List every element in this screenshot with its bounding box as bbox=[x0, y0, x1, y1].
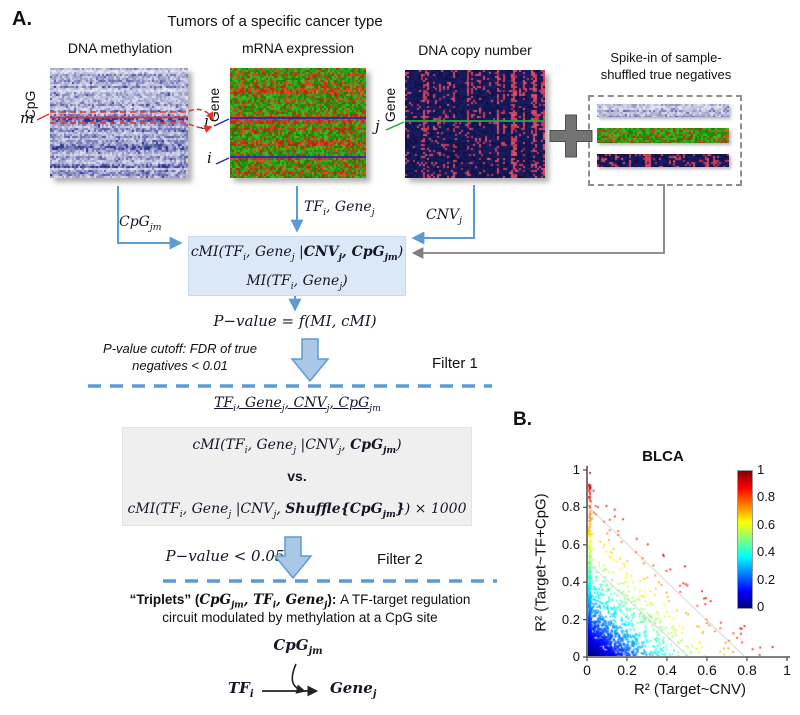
row-label-j-mrna: j bbox=[204, 112, 209, 130]
vs-box-line2: cMI(TFi, Genej |CNVj, Shuffle{CpGjm}) × … bbox=[127, 501, 467, 520]
vs-label: vs. bbox=[287, 468, 307, 485]
panel-a-title: Tumors of a specific cancer type bbox=[167, 13, 383, 30]
y-tick-02: 0.2 bbox=[561, 612, 580, 627]
pvalue-equation: P−value = f(MI, cMI) bbox=[213, 312, 377, 330]
x-tick-04: 0.4 bbox=[657, 662, 677, 678]
cb-tick-1: 1 bbox=[757, 462, 765, 477]
cpg-arrow-label: CpGjm bbox=[119, 214, 162, 233]
triplets-line2: circuit modulated by methylation at a Cp… bbox=[162, 610, 438, 625]
mrna-row-i-connector bbox=[215, 157, 230, 165]
y-tick-04: 0.4 bbox=[561, 574, 580, 589]
row-label-i-mrna: i bbox=[207, 149, 212, 167]
mi-box-line2: MI(TFi, Genej) bbox=[246, 273, 348, 292]
quad-variables: TFi, Genej, CNVj, CpGjm bbox=[214, 395, 381, 414]
filter1-cutoff-line1: P-value cutoff: FDR of true bbox=[103, 341, 257, 356]
filter2-label: Filter 2 bbox=[377, 551, 423, 568]
x-tick-08: 0.8 bbox=[737, 662, 757, 678]
spikein-caption-line2: shuffled true negatives bbox=[600, 67, 732, 82]
cb-tick-08: 0.8 bbox=[757, 489, 776, 504]
filter2-pvalue: P−value < 0.05 bbox=[165, 547, 285, 565]
scatter-title: BLCA bbox=[642, 448, 684, 465]
mi-formula-box: cMI(TFi, Genej |CNVj, CpGjm) MI(TFi, Gen… bbox=[188, 236, 406, 296]
mrna-caption: mRNA expression bbox=[241, 40, 355, 56]
x-tick-0: 0 bbox=[583, 662, 591, 678]
cb-tick-02: 0.2 bbox=[757, 572, 776, 587]
plus-icon bbox=[549, 114, 593, 158]
row-label-m: m bbox=[20, 109, 35, 127]
x-tick-06: 0.6 bbox=[697, 662, 717, 678]
y-tick-06: 0.6 bbox=[561, 537, 580, 552]
y-tick-0: 0 bbox=[572, 649, 580, 664]
filter1-block-arrow-icon bbox=[290, 338, 330, 383]
panel-a-label: A. bbox=[12, 8, 32, 30]
y-tick-1: 1 bbox=[572, 462, 580, 477]
circuit-tf-node: TFi bbox=[228, 679, 254, 700]
arrow-cpg-to-regulation bbox=[291, 663, 306, 694]
panel-b-label: B. bbox=[513, 409, 532, 430]
spikein-strip-methylation bbox=[597, 104, 729, 117]
cnv-arrow-label: CNVj bbox=[426, 207, 462, 226]
circuit-cpg-node: CpGjm bbox=[273, 636, 323, 657]
cnv-caption: DNA copy number bbox=[418, 42, 532, 58]
filter1-cutoff-line2: negatives < 0.01 bbox=[132, 358, 228, 373]
circuit-gene-node: Genej bbox=[330, 679, 377, 700]
tf-gene-arrow-label: TFi, Genej bbox=[304, 199, 375, 218]
methylation-heatmap bbox=[50, 68, 188, 178]
scatter-xlabel: R² (Target~CNV) bbox=[633, 681, 747, 698]
mi-box-line1: cMI(TFi, Genej |CNVj, CpGjm) bbox=[190, 244, 404, 263]
spikein-strip-cnv bbox=[597, 154, 729, 167]
row-label-j-cnv: j bbox=[375, 117, 380, 135]
filter1-label: Filter 1 bbox=[432, 355, 478, 372]
mrna-heatmap bbox=[230, 68, 366, 178]
vs-box-line1: cMI(TFi, Genej |CNVj, CpGjm) bbox=[192, 436, 402, 456]
spikein-caption-line1: Spike-in of sample- bbox=[610, 50, 722, 65]
m-label-connector bbox=[36, 113, 50, 121]
cb-tick-04: 0.4 bbox=[757, 544, 776, 559]
triplets-line1: “Triplets” (CpGjm, TFi, Genej): A TF-tar… bbox=[129, 592, 471, 611]
cb-tick-06: 0.6 bbox=[757, 517, 776, 532]
y-tick-08: 0.8 bbox=[561, 499, 580, 514]
spikein-strip-mrna bbox=[597, 128, 729, 143]
cnv-axis-label: Gene bbox=[382, 87, 398, 123]
methylation-caption: DNA methylation bbox=[67, 40, 173, 56]
x-tick-1: 1 bbox=[783, 662, 791, 678]
x-tick-02: 0.2 bbox=[617, 662, 637, 678]
scatter-ylabel: R² (Target~TF+CpG) bbox=[532, 493, 550, 632]
cb-tick-0: 0 bbox=[757, 599, 765, 614]
methylation-axis-label: CpG bbox=[22, 90, 38, 120]
cnv-heatmap bbox=[405, 70, 545, 178]
vs-comparison-box: cMI(TFi, Genej |CNVj, CpGjm) vs. cMI(TFi… bbox=[122, 427, 472, 526]
colorbar bbox=[737, 470, 753, 609]
